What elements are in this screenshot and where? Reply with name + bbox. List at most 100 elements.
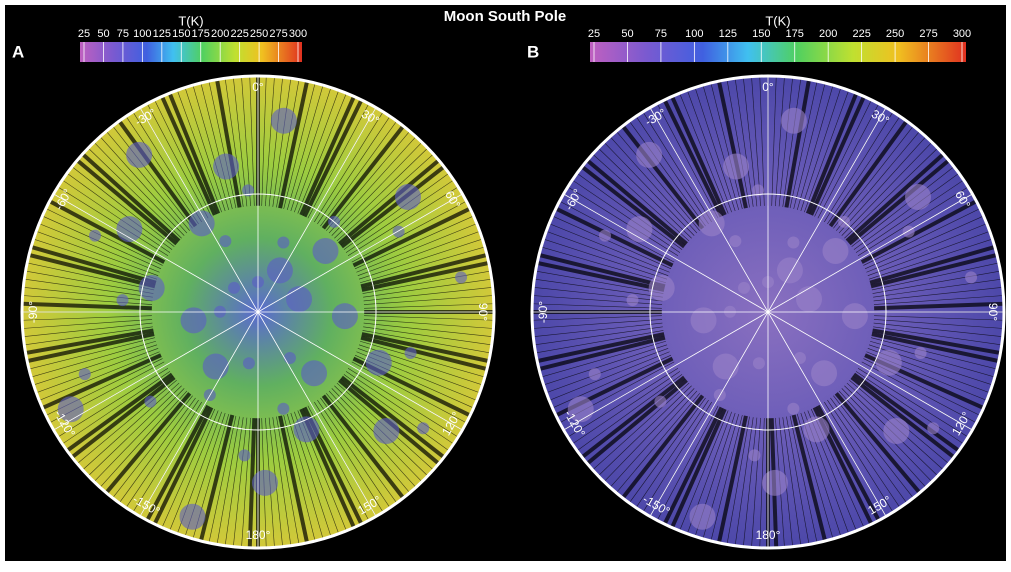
- crater: [116, 294, 129, 307]
- data-gap: [22, 242, 157, 285]
- data-gap: [603, 390, 698, 496]
- data-gap: [320, 397, 403, 512]
- data-gap: [317, 399, 396, 517]
- data-gap: [149, 90, 212, 217]
- data-gap: [536, 348, 669, 397]
- data-gap: [536, 227, 669, 276]
- angle-label: -90°: [536, 301, 550, 323]
- crater: [761, 469, 788, 496]
- data-gap: [231, 76, 248, 207]
- data-gap: [873, 319, 1004, 330]
- data-gap: [550, 196, 675, 263]
- data-gap: [864, 211, 993, 270]
- colorbar-tick-label: 225: [852, 28, 870, 40]
- crater: [752, 184, 765, 197]
- data-gap: [29, 219, 160, 273]
- data-gap: [809, 86, 870, 216]
- crater: [748, 449, 761, 462]
- data-gap: [334, 140, 436, 239]
- data-gap: [873, 277, 1004, 298]
- data-gap: [637, 103, 712, 223]
- data-gap: [363, 322, 494, 339]
- data-gap: [724, 416, 750, 548]
- data-gap: [637, 401, 712, 521]
- grid-spoke: [53, 193, 259, 313]
- colorbar-tick-label: 200: [819, 28, 837, 40]
- data-gap: [863, 203, 990, 266]
- grid-spoke: [257, 193, 463, 313]
- data-gap: [532, 319, 663, 330]
- data-gap: [302, 90, 368, 218]
- data-gap: [789, 415, 820, 548]
- data-gap: [26, 348, 159, 397]
- colorbar-tick-label: 25: [588, 28, 600, 40]
- data-gap: [675, 410, 729, 541]
- grid-spoke: [257, 107, 377, 313]
- data-gap: [532, 243, 666, 284]
- data-gap: [851, 160, 963, 247]
- data-gap: [127, 401, 202, 521]
- data-gap: [796, 414, 837, 548]
- data-gap: [321, 116, 412, 230]
- data-gap: [852, 372, 969, 459]
- data-gap: [796, 76, 837, 210]
- data-gap: [873, 285, 1004, 302]
- crater: [914, 347, 927, 360]
- data-gap: [223, 76, 244, 207]
- data-gap: [57, 372, 174, 459]
- crater: [776, 257, 803, 284]
- data-gap: [69, 380, 177, 471]
- data-gap: [866, 219, 997, 273]
- data-gap: [206, 415, 237, 548]
- colorbar-tick-label: 175: [786, 28, 804, 40]
- crater: [219, 235, 232, 248]
- crater: [138, 274, 165, 301]
- grid-spoke: [257, 311, 463, 431]
- grid-spoke: [257, 311, 377, 517]
- data-gap: [53, 174, 171, 253]
- colorbar-tick-label: 125: [153, 28, 171, 40]
- data-gap: [563, 174, 681, 253]
- data-gap: [874, 301, 1004, 311]
- data-gap: [834, 392, 928, 502]
- data-gap: [49, 368, 169, 443]
- crater: [787, 236, 800, 249]
- data-gap: [361, 258, 494, 292]
- data-gap: [340, 158, 454, 249]
- data-gap: [824, 401, 899, 521]
- data-gap: [800, 77, 845, 212]
- crater: [78, 368, 91, 381]
- data-gap: [363, 285, 494, 302]
- data-gap: [22, 340, 156, 381]
- data-gap: [317, 107, 396, 225]
- data-gap: [848, 152, 958, 246]
- data-gap: [609, 123, 700, 231]
- data-gap: [778, 76, 795, 207]
- crater: [88, 229, 101, 242]
- crater: [738, 281, 751, 294]
- data-gap: [23, 344, 158, 389]
- crater: [277, 236, 290, 249]
- data-gap: [362, 268, 494, 294]
- data-gap: [272, 417, 293, 548]
- data-gap: [691, 77, 736, 212]
- data-gap: [873, 322, 1004, 339]
- data-gap: [793, 76, 828, 210]
- data-gap: [231, 417, 248, 548]
- data-gap: [361, 332, 494, 366]
- data-gap: [782, 76, 803, 207]
- data-gap: [314, 401, 389, 521]
- crater: [455, 271, 468, 284]
- crater: [690, 307, 717, 334]
- data-gap: [658, 90, 724, 218]
- crater: [567, 396, 594, 423]
- crater: [752, 357, 765, 370]
- data-gap: [58, 167, 173, 250]
- crater: [277, 402, 290, 415]
- data-gap: [106, 117, 193, 229]
- crater: [780, 107, 807, 134]
- data-gap: [198, 76, 233, 210]
- data-gap: [26, 227, 159, 276]
- data-gap: [240, 76, 251, 207]
- colorbar-tick-label: 25: [78, 28, 90, 40]
